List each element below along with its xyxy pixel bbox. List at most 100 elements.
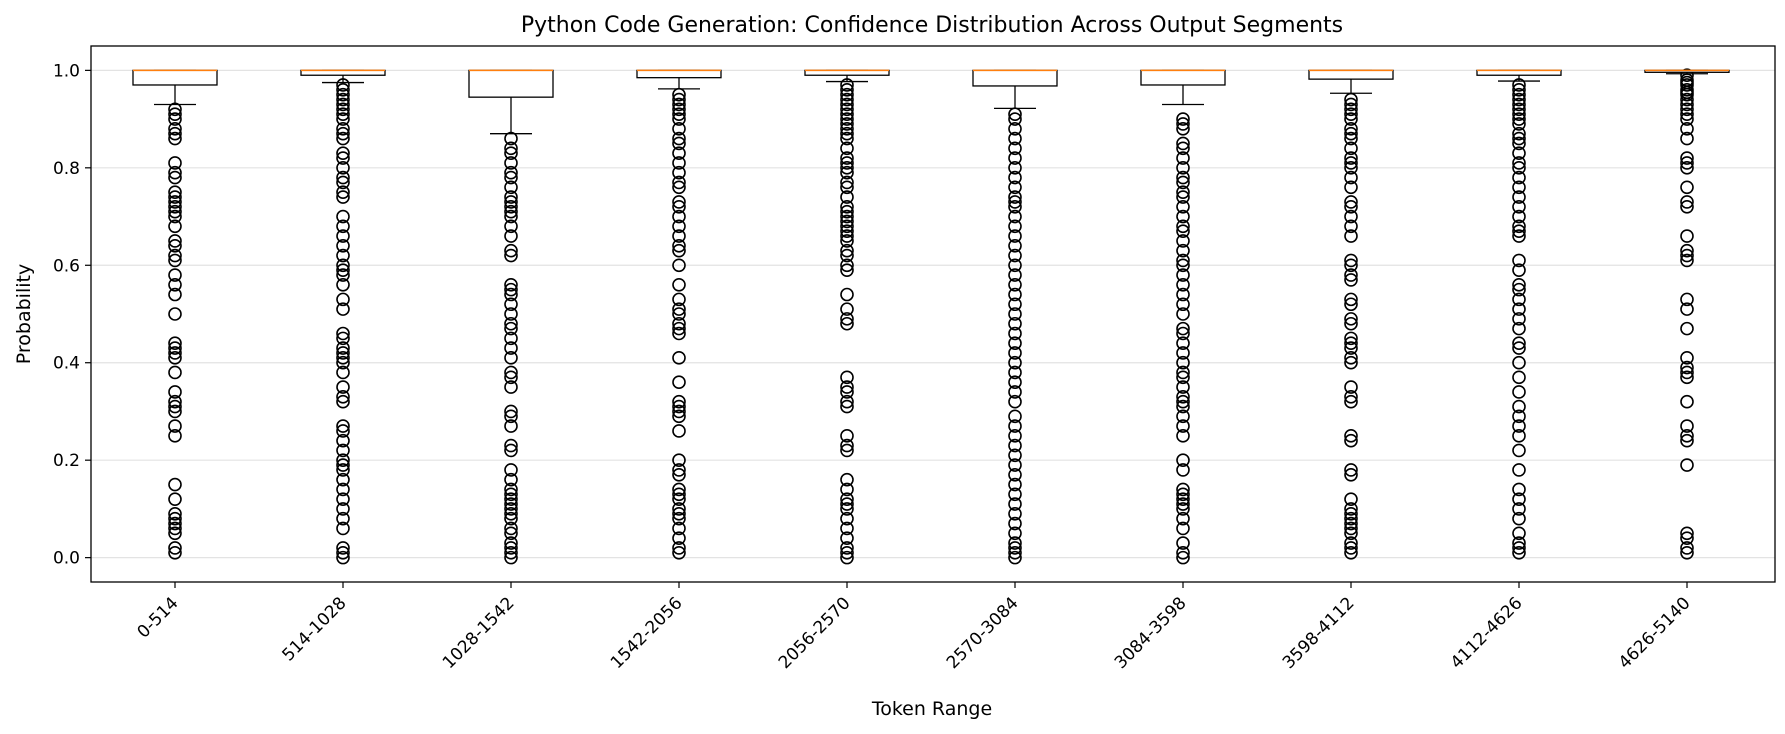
box-group	[132, 69, 218, 560]
outlier-point	[1680, 107, 1694, 122]
outlier-point	[1176, 219, 1190, 234]
outlier-point	[1176, 243, 1190, 258]
outlier-point	[1512, 102, 1526, 117]
outlier-point	[336, 351, 350, 365]
outlier-point	[840, 126, 854, 141]
outlier-point	[1176, 175, 1190, 190]
outlier-point	[336, 258, 350, 273]
outlier-point	[1344, 492, 1358, 506]
outlier-point	[1512, 83, 1526, 97]
outlier-point	[1176, 287, 1190, 302]
outlier-point	[672, 404, 686, 419]
outlier-point	[840, 87, 854, 102]
outlier-point	[1176, 326, 1190, 341]
outlier-point	[1680, 541, 1694, 555]
outlier-point	[168, 156, 182, 170]
outlier-point	[336, 355, 350, 370]
outlier-point	[1008, 238, 1022, 253]
outlier-point	[336, 102, 350, 117]
outlier-point	[1176, 399, 1190, 414]
outlier-point	[672, 502, 686, 516]
outlier-point	[1008, 268, 1022, 282]
outlier-point	[1008, 536, 1022, 550]
outlier-point	[336, 424, 350, 438]
outlier-point	[840, 83, 854, 97]
outlier-point	[336, 112, 350, 126]
outlier-point	[168, 336, 182, 351]
outlier-point	[1512, 190, 1526, 204]
outlier-point	[1680, 243, 1694, 258]
outlier-point	[1344, 209, 1358, 224]
outlier-point	[504, 550, 518, 565]
outlier-point	[504, 341, 518, 355]
outlier-point	[672, 409, 686, 424]
outlier-point	[1176, 482, 1190, 497]
outlier-point	[504, 141, 518, 156]
outlier-point	[1512, 107, 1526, 122]
outlier-point	[840, 531, 854, 545]
outlier-point	[1008, 497, 1022, 511]
outlier-point	[504, 409, 518, 424]
outlier-point	[672, 302, 686, 316]
x-axis-label: Token Range	[871, 698, 992, 720]
outlier-point	[168, 204, 182, 219]
outlier-point	[840, 263, 854, 277]
outlier-point	[672, 102, 686, 117]
outlier-point	[1344, 258, 1358, 273]
outlier-point	[1176, 268, 1190, 282]
outlier-point	[1344, 521, 1358, 536]
outlier-point	[840, 399, 854, 414]
outlier-point	[168, 511, 182, 526]
outlier-point	[168, 526, 182, 541]
outlier-point	[1680, 161, 1694, 175]
outlier-point	[1176, 502, 1190, 516]
outlier-point	[1176, 297, 1190, 312]
outlier-point	[1512, 282, 1526, 297]
outlier-point	[840, 180, 854, 195]
outlier-point	[1680, 92, 1694, 107]
box-iqr	[636, 69, 722, 79]
outlier-point	[840, 92, 854, 107]
outlier-point	[840, 394, 854, 409]
outlier-point	[1176, 170, 1190, 185]
outlier-point	[336, 458, 350, 472]
outlier-point	[168, 219, 182, 234]
outlier-point	[1176, 463, 1190, 477]
outlier-point	[1344, 541, 1358, 555]
y-tick-label: 0.4	[53, 354, 80, 374]
outlier-point	[1512, 502, 1526, 516]
outlier-point	[1512, 541, 1526, 555]
outlier-point	[672, 175, 686, 190]
outlier-point	[1344, 336, 1358, 351]
outlier-point	[1344, 316, 1358, 331]
outlier-point	[1176, 545, 1190, 560]
outlier-point	[336, 365, 350, 380]
outlier-point	[1344, 351, 1358, 365]
outlier-point	[336, 390, 350, 404]
outlier-point	[504, 370, 518, 385]
outlier-point	[336, 482, 350, 497]
outlier-point	[336, 185, 350, 199]
outlier-point	[840, 316, 854, 331]
outlier-point	[336, 170, 350, 185]
outlier-point	[1512, 170, 1526, 185]
outlier-point	[168, 385, 182, 399]
outlier-point	[168, 541, 182, 555]
outlier-point	[1176, 409, 1190, 424]
outlier-point	[1344, 180, 1358, 195]
outlier-point	[504, 248, 518, 263]
outlier-point	[840, 472, 854, 487]
outlier-point	[336, 545, 350, 560]
outlier-point	[1680, 429, 1694, 443]
outlier-point	[840, 219, 854, 234]
outlier-point	[1512, 482, 1526, 497]
outlier-point	[672, 453, 686, 467]
outlier-point	[1008, 346, 1022, 360]
outlier-point	[504, 277, 518, 292]
outlier-point	[1176, 224, 1190, 238]
outlier-point	[1680, 351, 1694, 365]
outlier-point	[1680, 365, 1694, 380]
outlier-point	[840, 443, 854, 458]
outlier-point	[336, 175, 350, 190]
outlier-point	[504, 472, 518, 487]
